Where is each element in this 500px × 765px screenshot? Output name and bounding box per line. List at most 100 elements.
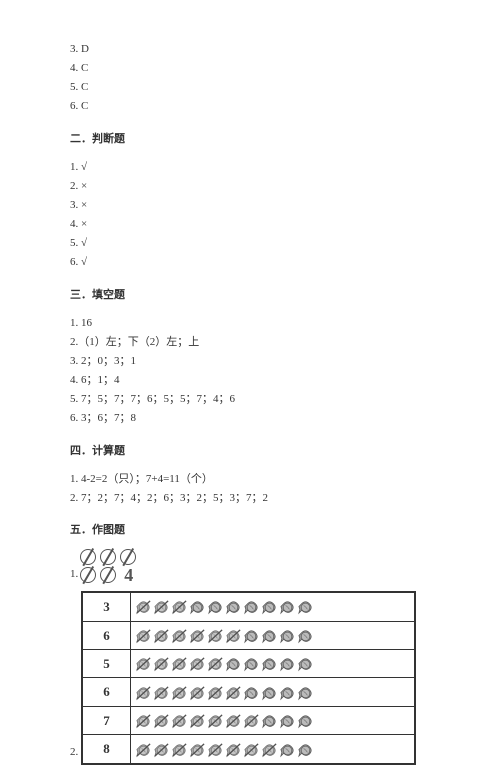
drawing-q2: 2. 365678: [70, 591, 440, 765]
candy-crossed-icon: [135, 598, 152, 615]
list-item: 5. √: [70, 234, 440, 252]
item-list: 1. √2. ×3. ×4. ×5. √6. √: [70, 158, 440, 272]
row-number: 7: [82, 706, 130, 734]
candy-crossed-icon: [225, 627, 242, 644]
row-icons: [130, 621, 415, 649]
list-item: 3. ×: [70, 196, 440, 214]
row-number: 3: [82, 592, 130, 621]
table-row: 5: [82, 649, 415, 677]
section-title: 五．作图题: [70, 521, 440, 539]
list-item: 2. 7；2；7；4；2；6；3；2；5；3；7；2: [70, 489, 440, 507]
candy-crossed-icon: [171, 712, 188, 729]
candy-crossed-icon: [189, 741, 206, 758]
candy-icon: [279, 712, 296, 729]
candy-crossed-icon: [189, 655, 206, 672]
candy-icon: [297, 627, 314, 644]
row-number: 6: [82, 621, 130, 649]
candy-icon: [279, 598, 296, 615]
candy-crossed-icon: [153, 712, 170, 729]
candy-crossed-icon: [207, 712, 224, 729]
candy-crossed-icon: [207, 741, 224, 758]
candy-crossed-icon: [189, 712, 206, 729]
candy-icon: [279, 627, 296, 644]
list-item: 5. 7；5；7；7；6；5；5；7；4；6: [70, 390, 440, 408]
table-row: 7: [82, 706, 415, 734]
candy-icon: [297, 741, 314, 758]
answer-item: 6. C: [70, 97, 440, 115]
candy-crossed-icon: [135, 712, 152, 729]
row-icons: [130, 706, 415, 734]
candy-crossed-icon: [261, 741, 278, 758]
answer-item: 5. C: [70, 78, 440, 96]
candy-crossed-icon: [171, 627, 188, 644]
row-icons: [130, 649, 415, 677]
row-icons: [130, 678, 415, 706]
answer-item: 3. D: [70, 40, 440, 58]
list-item: 2. ×: [70, 177, 440, 195]
list-item: 4. ×: [70, 215, 440, 233]
number-glyph: 4: [124, 567, 133, 583]
q1-label: 1.: [70, 565, 78, 583]
row-icons: [130, 735, 415, 764]
list-item: 6. 3；6；7；8: [70, 409, 440, 427]
section-title: 二．判断题: [70, 130, 440, 148]
candy-crossed-icon: [171, 741, 188, 758]
candy-icon: [207, 598, 224, 615]
table-row: 3: [82, 592, 415, 621]
section-title: 三．填空题: [70, 286, 440, 304]
candy-icon: [225, 598, 242, 615]
candy-icon: [261, 598, 278, 615]
q1-row1: [80, 549, 136, 565]
candy-icon: [189, 598, 206, 615]
item-list: 1. 162.（1）左；下（2）左；上3. 2；0；3；14. 6；1；45. …: [70, 314, 440, 428]
candy-crossed-icon: [189, 684, 206, 701]
answer-item: 4. C: [70, 59, 440, 77]
row-number: 6: [82, 678, 130, 706]
q2-table: 365678: [81, 591, 416, 765]
row-number: 8: [82, 735, 130, 764]
candy-icon: [261, 684, 278, 701]
candy-crossed-icon: [153, 627, 170, 644]
candy-crossed-icon: [243, 741, 260, 758]
slash-circle-icon: [120, 549, 136, 565]
candy-icon: [279, 741, 296, 758]
candy-icon: [243, 598, 260, 615]
list-item: 1. √: [70, 158, 440, 176]
candy-crossed-icon: [207, 627, 224, 644]
slash-circle-icon: [100, 567, 116, 583]
candy-icon: [225, 655, 242, 672]
list-item: 1. 4-2=2（只）；7+4=11（个）: [70, 470, 440, 488]
sections-container: 二．判断题1. √2. ×3. ×4. ×5. √6. √三．填空题1. 162…: [70, 130, 440, 540]
candy-icon: [261, 712, 278, 729]
drawing-q1: 1. 4: [70, 549, 440, 585]
candy-icon: [279, 655, 296, 672]
candy-crossed-icon: [225, 741, 242, 758]
candy-crossed-icon: [171, 598, 188, 615]
slash-circle-icon: [100, 549, 116, 565]
candy-crossed-icon: [153, 598, 170, 615]
row-icons: [130, 592, 415, 621]
slash-circle-icon: [80, 549, 96, 565]
list-item: 1. 16: [70, 314, 440, 332]
list-item: 2.（1）左；下（2）左；上: [70, 333, 440, 351]
candy-crossed-icon: [171, 684, 188, 701]
candy-crossed-icon: [243, 712, 260, 729]
q2-label: 2.: [70, 743, 78, 761]
table-row: 8: [82, 735, 415, 764]
candy-crossed-icon: [153, 741, 170, 758]
candy-icon: [279, 684, 296, 701]
row-number: 5: [82, 649, 130, 677]
candy-crossed-icon: [135, 741, 152, 758]
candy-icon: [243, 627, 260, 644]
candy-icon: [297, 684, 314, 701]
item-list: 1. 4-2=2（只）；7+4=11（个）2. 7；2；7；4；2；6；3；2；…: [70, 470, 440, 507]
candy-icon: [297, 655, 314, 672]
candy-icon: [261, 627, 278, 644]
candy-crossed-icon: [207, 684, 224, 701]
candy-crossed-icon: [135, 684, 152, 701]
candy-crossed-icon: [225, 712, 242, 729]
q1-shapes: 4: [80, 549, 136, 585]
candy-icon: [243, 655, 260, 672]
candy-crossed-icon: [153, 655, 170, 672]
top-answers-block: 3. D 4. C 5. C 6. C: [70, 40, 440, 116]
